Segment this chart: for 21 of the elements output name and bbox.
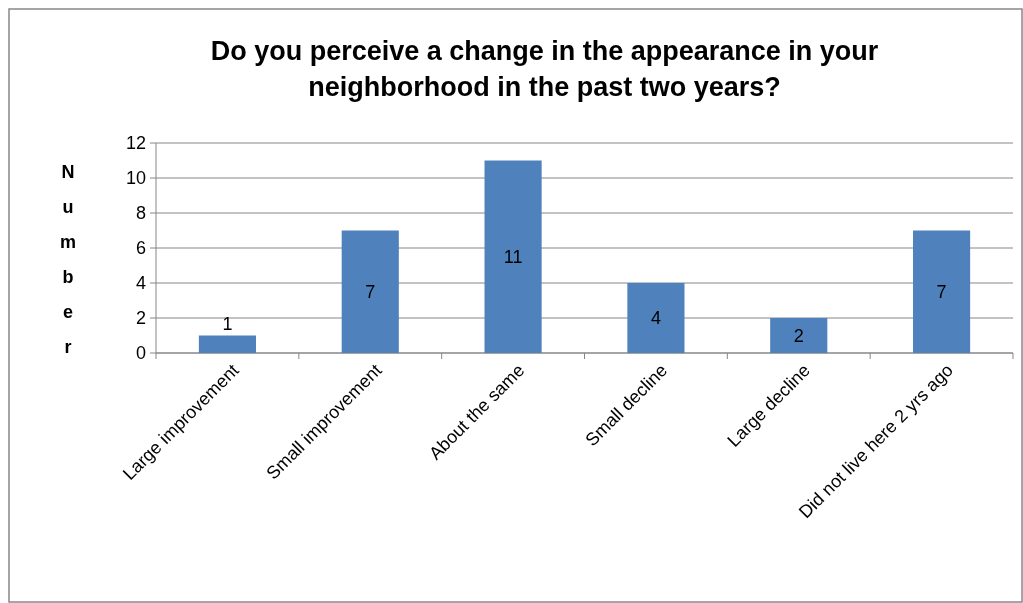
bar: [913, 230, 971, 353]
y-tick-label: 10: [125, 168, 146, 189]
data-label: 7: [365, 282, 376, 303]
data-label: 11: [503, 247, 523, 268]
y-axis-title: Number: [59, 162, 77, 357]
bar: [198, 335, 256, 353]
chart-title: Do you perceive a change in the appearance in your neighborhood in the past two years?: [210, 36, 879, 102]
y-tick-label: 2: [135, 308, 146, 329]
data-label: 1: [222, 313, 233, 334]
y-tick-label: 8: [135, 203, 146, 224]
bar: [627, 283, 685, 353]
data-label: 2: [793, 325, 804, 346]
y-tick-label: 4: [135, 273, 146, 294]
bar: [770, 318, 828, 353]
bar: [341, 230, 399, 353]
y-tick-label: 6: [135, 238, 146, 259]
y-tick-label: 12: [125, 133, 146, 154]
data-label: 4: [650, 308, 661, 329]
data-label: 7: [936, 282, 947, 303]
y-tick-label: 0: [135, 343, 146, 364]
bar: [484, 160, 542, 353]
